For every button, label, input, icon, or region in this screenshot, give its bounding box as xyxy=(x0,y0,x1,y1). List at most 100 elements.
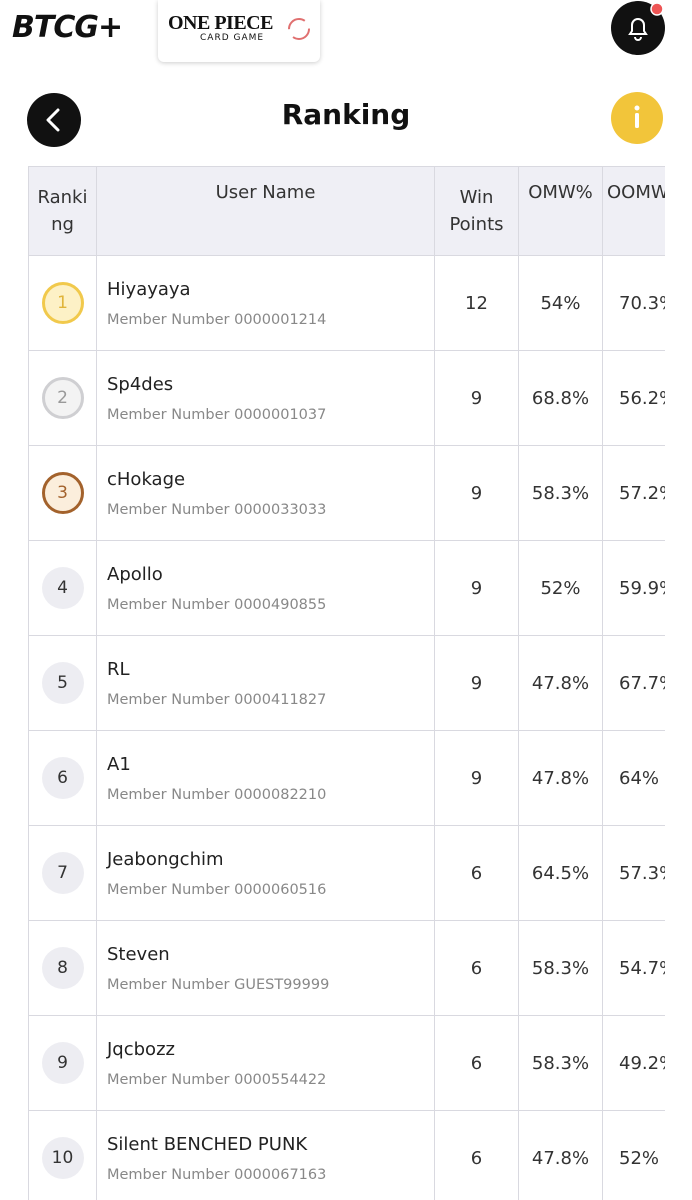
omw: 68.8% xyxy=(518,350,603,446)
member-number: Member Number 0000033033 xyxy=(107,501,327,518)
member-number: Member Number 0000082210 xyxy=(107,786,327,803)
ranking-row: 9 Jqcbozz Member Number 0000554422 6 58.3% 49… xyxy=(28,1015,665,1111)
oomw: 56.2% xyxy=(602,350,665,446)
back-button[interactable] xyxy=(26,92,82,148)
game-logo[interactable]: ONE PIECE CARD GAME xyxy=(158,0,320,62)
user-name: RL xyxy=(107,658,130,680)
rank-badge: 3 xyxy=(41,472,84,514)
ranking-row: 4 Apollo Member Number 0000490855 952%59.9% xyxy=(28,540,665,636)
rank-badge: 9 xyxy=(41,1042,84,1084)
user-name: A1 xyxy=(107,753,131,775)
rank-cell: 5 xyxy=(28,635,97,731)
rank-cell: 7 xyxy=(28,825,97,921)
game-logo-subtitle: CARD GAME xyxy=(200,33,265,43)
omw: 58.3% xyxy=(518,920,603,1016)
user-name: Sp4des xyxy=(107,373,174,395)
info-button[interactable] xyxy=(610,91,666,147)
member-number: Member Number 0000554422 xyxy=(107,1071,327,1088)
ranking-row: 10 Silent BENCHED PUNK Member Number 00000… xyxy=(28,1110,665,1200)
rank-badge: 5 xyxy=(41,662,84,704)
user-cell: Sp4des Member Number 0000001037 xyxy=(96,350,435,446)
user-cell: Apollo Member Number 0000490855 xyxy=(96,540,435,636)
omw: 58.3% xyxy=(518,445,603,541)
rank-badge: 2 xyxy=(41,377,84,419)
ranking-row: 8 Steven Member Number GUEST99999 6 58.3% 54.… xyxy=(28,920,665,1016)
app-logo[interactable]: BTCG+ xyxy=(12,10,123,45)
omw: 64.5% xyxy=(518,825,603,921)
oomw: 67.7% xyxy=(602,635,665,731)
member-number: Member Number 0000060516 xyxy=(107,881,327,898)
oomw: 49.2% xyxy=(602,1015,665,1111)
rank-cell: 9 xyxy=(28,1015,97,1111)
win-points: 6 xyxy=(434,825,519,921)
oomw: 54.7% xyxy=(602,920,665,1016)
oomw: 57.3% xyxy=(602,825,665,921)
notification-button[interactable] xyxy=(610,0,670,60)
rank-cell: 1 xyxy=(28,255,97,351)
win-points: 9 xyxy=(434,730,519,826)
user-name: cHokage xyxy=(107,468,186,490)
rank-badge: 7 xyxy=(41,852,84,894)
member-number: Member Number GUEST99999 xyxy=(107,976,330,993)
game-logo-title: ONE PIECE xyxy=(168,12,273,34)
win-points: 9 xyxy=(434,445,519,541)
omw: 58.3% xyxy=(518,1015,603,1111)
header-row: Ranking User Name Win Points OMW% OOMW% xyxy=(28,166,665,256)
ranking-row: 2 Sp4des Member Number 0000001037 9 68.8% 56.… xyxy=(28,350,665,446)
rank-badge: 10 xyxy=(41,1137,84,1179)
oomw: 52% xyxy=(602,1110,665,1200)
page-title: Ranking xyxy=(281,98,411,131)
omw: 54% xyxy=(518,255,603,351)
user-name: Steven xyxy=(107,943,170,965)
ranking-row: 1 Hiyayaya Member Number 0000001214 12 54% 70… xyxy=(28,255,665,351)
member-number: Member Number 0000001037 xyxy=(107,406,327,423)
user-name: Jeabongchim xyxy=(107,848,224,870)
user-cell: cHokage Member Number 0000033033 xyxy=(96,445,435,541)
column-header: User Name xyxy=(96,166,435,256)
user-cell: Jeabongchim Member Number 0000060516 xyxy=(96,825,435,921)
user-cell: RL Member Number 0000411827 xyxy=(96,635,435,731)
user-name: Apollo xyxy=(107,563,163,585)
user-name: Silent BENCHED PUNK xyxy=(107,1133,308,1155)
user-cell: Jqcbozz Member Number 0000554422 xyxy=(96,1015,435,1111)
ranking-table: Ranking User Name Win Points OMW% OOMW% … xyxy=(28,166,665,1200)
rank-cell: 10 xyxy=(28,1110,97,1200)
win-points: 9 xyxy=(434,350,519,446)
user-name: Hiyayaya xyxy=(107,278,191,300)
omw: 47.8% xyxy=(518,635,603,731)
user-cell: Steven Member Number GUEST99999 xyxy=(96,920,435,1016)
column-header: Win Points xyxy=(434,166,519,256)
user-cell: A1 Member Number 0000082210 xyxy=(96,730,435,826)
member-number: Member Number 0000067163 xyxy=(107,1166,327,1183)
omw: 52% xyxy=(518,540,603,636)
user-cell: Hiyayaya Member Number 0000001214 xyxy=(96,255,435,351)
ranking-row: 5 RL Member Number 0000411827 947.8%67.7% xyxy=(28,635,665,731)
rank-cell: 8 xyxy=(28,920,97,1016)
win-points: 9 xyxy=(434,540,519,636)
omw: 47.8% xyxy=(518,730,603,826)
user-name: Jqcbozz xyxy=(107,1038,175,1060)
oomw: 70.3% xyxy=(602,255,665,351)
ranking-row: 6 A1 Member Number 0000082210 9 47.8% 64% xyxy=(28,730,665,826)
win-points: 6 xyxy=(434,920,519,1016)
win-points: 9 xyxy=(434,635,519,731)
win-points: 6 xyxy=(434,1015,519,1111)
oomw: 64% xyxy=(602,730,665,826)
member-number: Member Number 0000001214 xyxy=(107,311,327,328)
column-header: Ranking xyxy=(28,166,97,256)
rank-badge: 6 xyxy=(41,757,84,799)
member-number: Member Number 0000490855 xyxy=(107,596,327,613)
table-body: 1 Hiyayaya Member Number 0000001214 12 54% 70… xyxy=(28,255,665,1200)
column-header: OOMW% xyxy=(602,166,665,256)
oomw: 59.9% xyxy=(602,540,665,636)
rank-cell: 3 xyxy=(28,445,97,541)
rank-badge: 8 xyxy=(41,947,84,989)
ranking-row: 3 cHokage Member Number 0000033033 9 58.3% 57… xyxy=(28,445,665,541)
oomw: 57.2% xyxy=(602,445,665,541)
rank-badge: 4 xyxy=(41,567,84,609)
rank-badge: 1 xyxy=(41,282,84,324)
column-header: OMW% xyxy=(518,166,603,256)
rank-cell: 4 xyxy=(28,540,97,636)
win-points: 12 xyxy=(434,255,519,351)
